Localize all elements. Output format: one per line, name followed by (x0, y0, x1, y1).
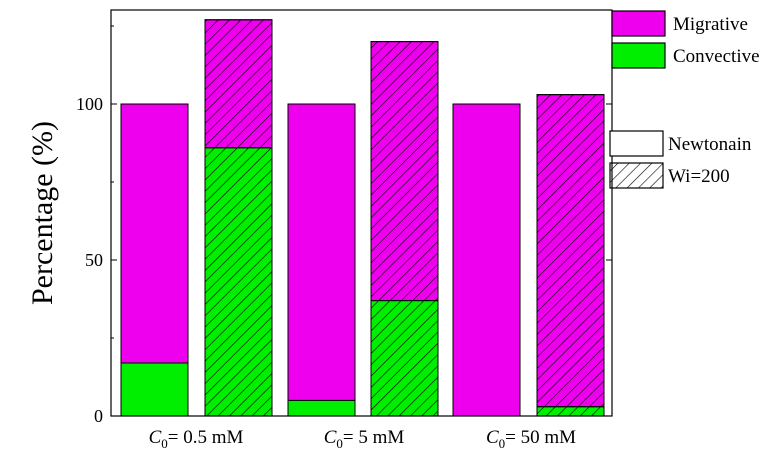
bar-convective-wi200-2-hatch (370, 300, 439, 417)
bar-migrative-wi200-1-hatch (204, 19, 273, 149)
legend-swatch-migrative (611, 10, 666, 37)
legend-swatch-convective (611, 42, 666, 69)
plot-frame (110, 9, 613, 417)
bar-convective-newtonian-2 (287, 399, 356, 417)
x-category-label-1: C0= 0.5 mM (149, 427, 244, 451)
y-tick-label-50: 50 (85, 250, 103, 270)
legend-swatch-group-2 (609, 162, 664, 189)
y-tick-label-0: 0 (94, 406, 103, 426)
x-category-label-2: C0= 5 mM (324, 427, 405, 451)
x-category-label-3: C0= 50 mM (486, 427, 576, 451)
y-axis-label: Percentage (%) (26, 121, 59, 305)
legend: Migrative Convective Newtonain Wi=200 (609, 10, 760, 189)
bar-migrative-wi200-3-hatch (536, 94, 605, 408)
legend-label-migrative: Migrative (673, 14, 748, 35)
bar-migrative-wi200-2-hatch (370, 41, 439, 302)
bar-migrative-newtonian-1 (120, 103, 189, 364)
bars-layer (120, 19, 605, 417)
legend-label-group-1: Newtonain (668, 134, 752, 155)
bar-convective-wi200-3-hatch (536, 406, 605, 417)
legend-label-convective: Convective (673, 46, 760, 67)
bar-migrative-newtonian-3 (452, 103, 521, 417)
bar-migrative-newtonian-2 (287, 103, 356, 401)
bar-convective-newtonian-1 (120, 362, 189, 417)
legend-label-group-2: Wi=200 (668, 166, 730, 187)
legend-swatch-group-1 (609, 130, 664, 157)
axes-layer: 0 50 100 Percentage (%) C0= 0.5 mM C0= 5 mM C0… (26, 9, 613, 451)
bar-convective-wi200-1-hatch (204, 147, 273, 417)
y-tick-label-100: 100 (76, 94, 103, 114)
